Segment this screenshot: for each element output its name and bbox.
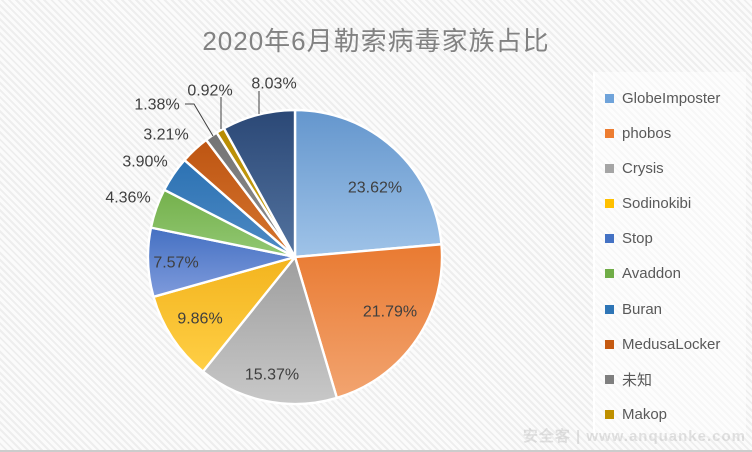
slice-label: 21.79% bbox=[363, 304, 417, 321]
legend-swatch bbox=[605, 93, 614, 103]
legend-label: Makop bbox=[622, 406, 668, 424]
pie-slice bbox=[152, 255, 297, 373]
watermark: 安全客 | www.anquanke.com bbox=[522, 428, 746, 445]
legend-item: MedusaLocker bbox=[605, 333, 746, 355]
legend-item: Makop bbox=[605, 404, 746, 426]
slice-label: 9.86% bbox=[177, 311, 222, 328]
pie-slice bbox=[201, 255, 339, 406]
slice-label: 3.21% bbox=[143, 127, 188, 144]
legend-swatch bbox=[605, 375, 614, 384]
leader-line bbox=[185, 103, 214, 137]
legend-label: Avaddon bbox=[622, 265, 681, 283]
legend-item: Buran bbox=[605, 298, 746, 320]
chart-legend: GlobeImposter phobos Crysis Sodinokibi Stop A… bbox=[593, 72, 746, 436]
legend-item: Crysis bbox=[605, 157, 746, 179]
slice-label: 7.57% bbox=[153, 255, 198, 272]
slice-label: 23.62% bbox=[348, 180, 402, 197]
legend-item: Avaddon bbox=[605, 263, 746, 285]
legend-label: GlobeImposter bbox=[622, 89, 721, 107]
legend-item: 未知 bbox=[605, 369, 746, 391]
slice-label: 15.37% bbox=[245, 367, 299, 384]
legend-label: Crysis bbox=[622, 159, 664, 177]
legend-swatch bbox=[605, 234, 614, 244]
legend-label: MedusaLocker bbox=[622, 335, 721, 353]
slice-label: 0.92% bbox=[187, 83, 232, 100]
slice-label: 4.36% bbox=[105, 190, 150, 207]
legend-swatch bbox=[605, 410, 614, 420]
legend-item: phobos bbox=[605, 122, 746, 144]
slice-label: 3.90% bbox=[122, 154, 167, 171]
legend-swatch bbox=[605, 128, 614, 138]
pie-slice bbox=[293, 243, 444, 400]
chart-title: 2020年6月勒索病毒家族占比 bbox=[202, 26, 550, 56]
legend-item: Sodinokibi bbox=[605, 193, 746, 215]
legend-swatch bbox=[605, 269, 614, 279]
legend-swatch bbox=[605, 339, 614, 349]
pie-slice bbox=[293, 108, 443, 259]
legend-label: Sodinokibi bbox=[622, 195, 692, 213]
slice-label: 1.38% bbox=[134, 97, 179, 114]
legend-swatch bbox=[605, 304, 614, 314]
legend-swatch bbox=[605, 199, 614, 209]
legend-swatch bbox=[605, 163, 614, 173]
legend-label: phobos bbox=[622, 124, 672, 142]
legend-label: Stop bbox=[622, 230, 653, 248]
legend-item: Stop bbox=[605, 228, 746, 250]
legend-label: 未知 bbox=[622, 372, 653, 389]
legend-item: GlobeImposter bbox=[605, 87, 746, 109]
slice-label: 8.03% bbox=[251, 76, 296, 93]
pie-slice bbox=[222, 108, 297, 259]
legend-label: Buran bbox=[622, 300, 663, 318]
